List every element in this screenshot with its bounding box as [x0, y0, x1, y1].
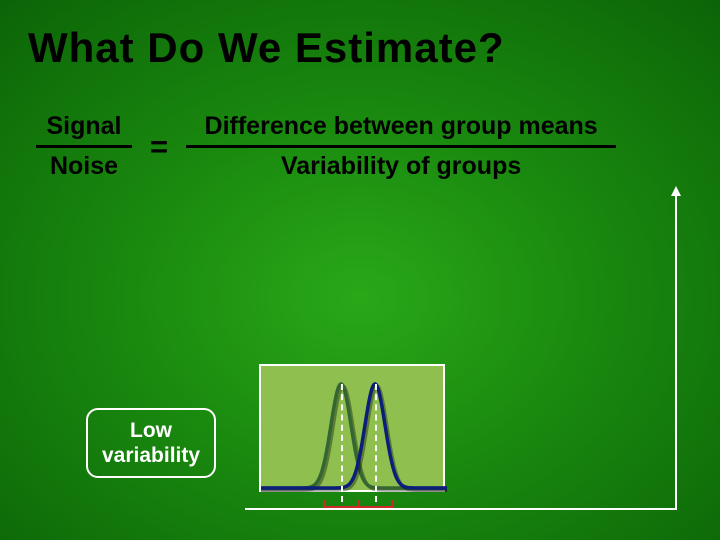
fraction-right-denominator: Variability of groups	[281, 152, 521, 181]
distribution-curve-2	[261, 366, 447, 494]
fraction-right-numerator: Difference between group means	[205, 112, 598, 141]
slide-title: What Do We Estimate?	[28, 24, 505, 72]
mean-line-2	[375, 384, 377, 502]
x-axis	[245, 508, 677, 510]
chart-inset	[259, 364, 445, 492]
variability-bracket-1	[323, 500, 359, 508]
y-axis	[675, 188, 677, 510]
label-line-2: variability	[102, 443, 200, 468]
fraction-left-denominator: Noise	[50, 152, 118, 181]
fraction-right: Difference between group means Variabili…	[186, 112, 616, 181]
mean-line-1	[341, 384, 343, 502]
equals-sign: =	[150, 129, 168, 165]
label-line-1: Low	[102, 418, 200, 443]
chart-area	[245, 188, 677, 510]
fraction-right-bar	[186, 145, 616, 148]
fraction-left-numerator: Signal	[46, 112, 121, 141]
variability-bracket-2	[357, 500, 393, 508]
fraction-left-bar	[36, 145, 132, 148]
fraction-left: Signal Noise	[36, 112, 132, 181]
equation: Signal Noise = Difference between group …	[36, 112, 616, 181]
low-variability-label: Low variability	[86, 408, 216, 478]
